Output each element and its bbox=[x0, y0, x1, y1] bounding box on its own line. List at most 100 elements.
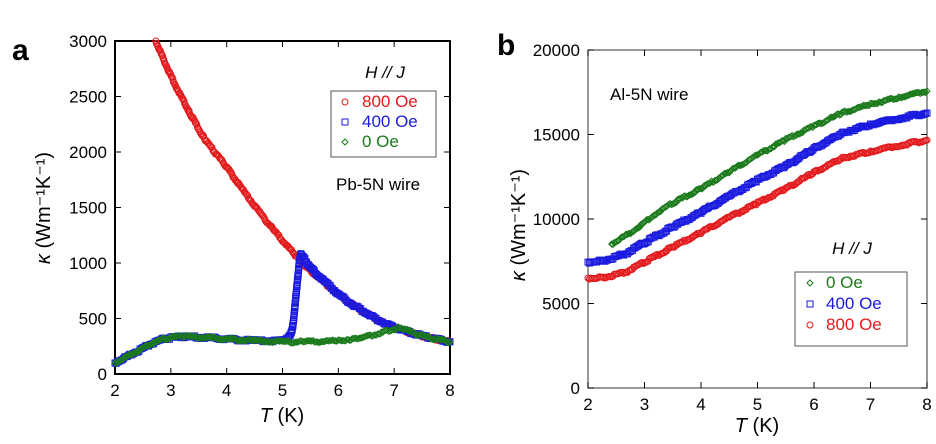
x-tick-label: 8 bbox=[922, 395, 931, 414]
data-point bbox=[169, 333, 178, 341]
panel-a-points bbox=[111, 37, 454, 368]
legend-marker-square-icon bbox=[341, 118, 349, 126]
data-point bbox=[739, 185, 747, 193]
data-point bbox=[837, 110, 845, 119]
data-point bbox=[423, 333, 432, 341]
legend-entry: 400 Oe bbox=[806, 294, 882, 313]
data-point bbox=[390, 326, 398, 334]
data-point bbox=[188, 332, 196, 341]
legend-entry: 800 Oe bbox=[806, 315, 882, 334]
data-point bbox=[639, 240, 647, 248]
data-point bbox=[853, 104, 861, 112]
data-point bbox=[893, 95, 902, 103]
data-point bbox=[243, 335, 252, 343]
data-point bbox=[319, 337, 327, 346]
data-point bbox=[370, 313, 378, 321]
data-point bbox=[317, 338, 326, 346]
data-point bbox=[203, 333, 211, 341]
panel-a-ticks: 2 3 4 5 6 7 8 0 500 1000 1500 2000 2500 3000 bbox=[69, 32, 455, 400]
data-point bbox=[164, 335, 172, 343]
data-point bbox=[742, 158, 751, 167]
data-point bbox=[857, 103, 865, 111]
data-point bbox=[117, 356, 125, 364]
series-400-oe bbox=[111, 250, 454, 367]
legend-label: 800 Oe bbox=[362, 92, 418, 111]
panel-b-ylabel-unit: (Wm⁻¹K⁻¹) bbox=[508, 169, 530, 271]
data-point bbox=[315, 338, 323, 347]
data-point bbox=[126, 350, 135, 359]
data-point bbox=[632, 224, 641, 233]
x-tick-label: 4 bbox=[222, 381, 231, 400]
y-tick-label: 15000 bbox=[533, 126, 580, 145]
legend-entry: 0 Oe bbox=[341, 132, 399, 151]
data-point bbox=[718, 196, 726, 204]
panel-a-annotation: Pb-5N wire bbox=[336, 175, 420, 194]
data-point bbox=[641, 240, 648, 248]
data-point bbox=[422, 332, 430, 341]
data-point bbox=[255, 336, 263, 345]
x-tick-label: 5 bbox=[753, 395, 762, 414]
legend-label: 800 Oe bbox=[826, 315, 882, 334]
data-point bbox=[923, 109, 931, 117]
data-point bbox=[167, 72, 175, 80]
data-point bbox=[380, 326, 389, 335]
panel-a: a 2 3 4 5 6 7 8 0 500 1000 1500 2000 2500 3000 Pb-5N … bbox=[12, 32, 455, 427]
y-tick-label: 1500 bbox=[69, 199, 107, 218]
legend-entry: 400 Oe bbox=[341, 112, 418, 131]
data-point bbox=[900, 93, 908, 101]
data-point bbox=[736, 161, 745, 170]
data-point bbox=[699, 183, 708, 192]
y-tick-label: 3000 bbox=[69, 32, 107, 51]
data-point bbox=[685, 191, 693, 200]
panel-b-letter: b bbox=[497, 29, 515, 62]
data-point bbox=[169, 76, 177, 84]
panel-b: b 2 3 4 5 6 7 8 0 5000 10000 15000 20000 Al-5N wire… bbox=[497, 29, 932, 437]
legend-label: 0 Oe bbox=[826, 273, 863, 292]
data-point bbox=[655, 207, 664, 216]
data-point bbox=[923, 136, 931, 144]
panel-b-legend-title: H // J bbox=[832, 239, 872, 258]
data-point bbox=[772, 140, 780, 148]
panel-a-xlabel: T (K) bbox=[260, 405, 304, 427]
data-point bbox=[923, 87, 931, 95]
panel-b-ticks: 2 3 4 5 6 7 8 0 5000 10000 15000 20000 bbox=[533, 41, 932, 414]
panel-b-legend-box bbox=[794, 271, 908, 347]
panel-a-legend-title: H // J bbox=[365, 63, 405, 82]
legend-marker-diamond-icon bbox=[806, 279, 814, 287]
series-400-oe bbox=[584, 109, 931, 267]
data-point bbox=[625, 248, 633, 256]
data-point bbox=[706, 178, 715, 187]
data-point bbox=[758, 196, 766, 204]
data-point bbox=[209, 333, 217, 342]
legend-label: 400 Oe bbox=[362, 112, 418, 131]
panel-b-annotation: Al-5N wire bbox=[610, 85, 688, 104]
x-tick-label: 7 bbox=[389, 381, 398, 400]
data-point bbox=[741, 159, 749, 167]
x-tick-label: 6 bbox=[809, 395, 818, 414]
panel-b-xlabel: T (K) bbox=[735, 415, 779, 437]
data-point bbox=[136, 345, 144, 353]
series-0-oe bbox=[111, 323, 454, 368]
y-tick-label: 10000 bbox=[533, 210, 580, 229]
data-point bbox=[770, 142, 779, 151]
x-tick-label: 5 bbox=[278, 381, 287, 400]
data-point bbox=[794, 130, 803, 138]
data-point bbox=[826, 113, 835, 121]
legend-marker-circle-icon bbox=[806, 321, 814, 329]
y-tick-label: 1000 bbox=[69, 254, 107, 273]
panel-a-ylabel-var: κ bbox=[33, 253, 55, 264]
legend-marker-square-icon bbox=[806, 300, 814, 308]
data-point bbox=[922, 110, 930, 118]
y-tick-label: 500 bbox=[79, 310, 107, 329]
panel-a-letter: a bbox=[12, 34, 29, 67]
x-tick-label: 8 bbox=[445, 381, 454, 400]
data-point bbox=[685, 216, 693, 224]
data-point bbox=[227, 334, 235, 342]
data-point bbox=[353, 302, 361, 310]
series-0-oe bbox=[608, 87, 931, 249]
data-point bbox=[634, 224, 642, 232]
y-tick-label: 2500 bbox=[69, 88, 107, 107]
panel-a-ylabel-unit: (Wm⁻¹K⁻¹) bbox=[33, 152, 55, 254]
data-point bbox=[688, 190, 697, 198]
